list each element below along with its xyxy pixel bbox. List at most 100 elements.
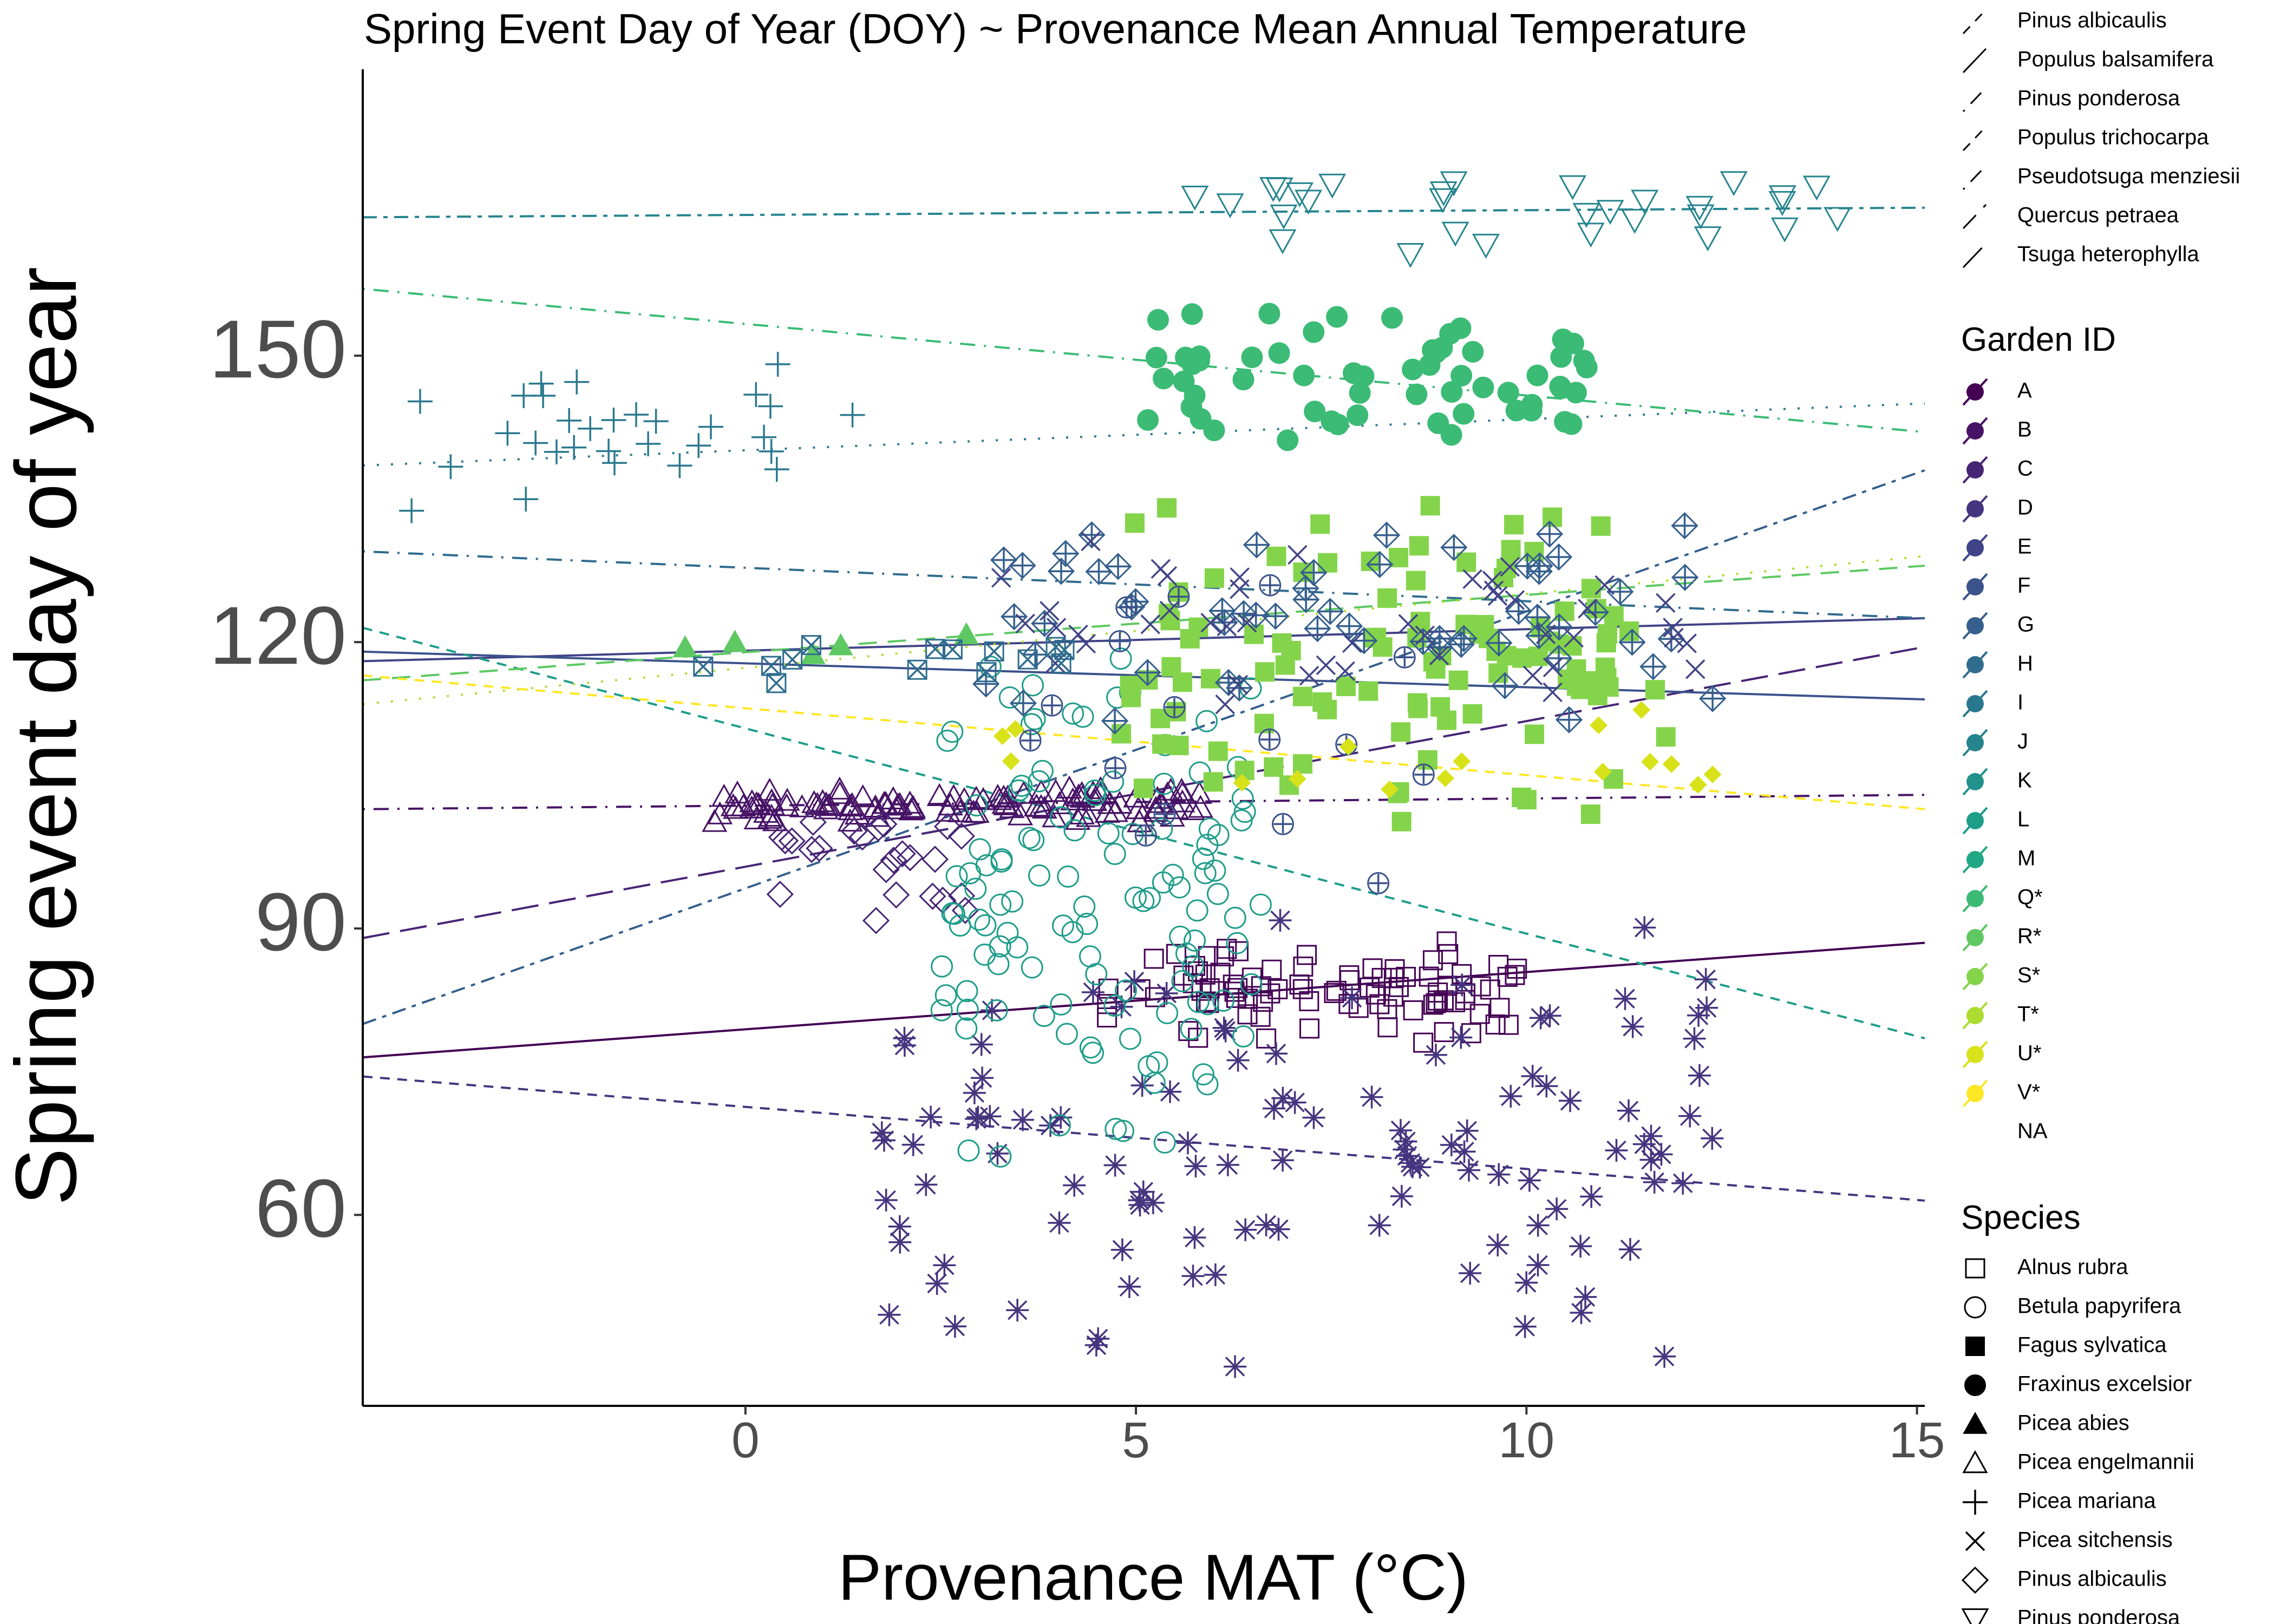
data-point: [1292, 754, 1312, 774]
data-point: [1596, 633, 1616, 653]
data-point: [998, 686, 1021, 709]
data-point: [1472, 233, 1500, 259]
data-point: [1233, 774, 1251, 792]
data-point: [1254, 1213, 1278, 1236]
data-point: [965, 794, 988, 817]
data-point: [828, 633, 853, 656]
data-point: [930, 999, 953, 1021]
data-point: [919, 1105, 943, 1129]
data-point: [643, 409, 669, 434]
data-point: [1521, 1065, 1544, 1088]
data-point: [1393, 1138, 1416, 1161]
data-point: [1683, 1027, 1706, 1050]
legend-species-label: Picea abies: [2017, 1411, 2129, 1435]
data-point: [1215, 694, 1235, 715]
data-point: [1526, 1214, 1550, 1237]
data-point: [1505, 965, 1525, 985]
data-point: [1203, 772, 1223, 792]
legend-linetype-key: [1962, 48, 1987, 74]
data-point: [1048, 1212, 1071, 1235]
data-point: [782, 649, 803, 670]
data-point: [722, 630, 747, 652]
data-point: [1148, 790, 1174, 813]
data-point: [1440, 1134, 1463, 1157]
data-point: [1081, 531, 1101, 552]
data-point: [1566, 676, 1586, 696]
data-point: [1391, 722, 1411, 742]
data-point: [1253, 992, 1273, 1012]
data-point: [1572, 202, 1600, 228]
data-point: [1586, 599, 1606, 619]
data-point: [1049, 806, 1072, 829]
data-point: [1317, 553, 1337, 573]
data-point: [1408, 698, 1428, 718]
data-point: [1526, 1253, 1550, 1276]
data-point: [1201, 669, 1221, 689]
data-point: [1580, 1185, 1603, 1208]
data-point: [1408, 1156, 1432, 1179]
data-point: [1595, 575, 1615, 595]
legend-species-key: [1963, 1490, 1988, 1515]
data-point: [969, 838, 991, 861]
data-point: [1399, 1151, 1422, 1175]
data-point: [601, 408, 626, 433]
data-point: [1118, 1275, 1141, 1298]
data-point: [1045, 637, 1066, 657]
data-point: [623, 402, 649, 427]
x-axis-label: Provenance MAT (°C): [838, 1541, 1468, 1614]
data-point: [759, 438, 784, 464]
data-point: [564, 369, 590, 395]
data-point: [743, 382, 769, 408]
legend-garden-dot: [1966, 461, 1984, 479]
data-point: [1580, 804, 1600, 824]
data-point: [1195, 710, 1218, 732]
x-axis-ticks: 0 5 10 15: [731, 1406, 1945, 1468]
data-point: [778, 827, 806, 855]
data-point: [1499, 1085, 1522, 1108]
legend-species-key: [1961, 1608, 1989, 1624]
data-point: [1062, 702, 1084, 725]
data-point: [1656, 593, 1676, 613]
data-point: [1283, 1091, 1306, 1114]
data-point: [1022, 829, 1045, 852]
data-point: [1535, 1075, 1558, 1098]
data-point: [513, 487, 539, 512]
trend-line-E: [362, 617, 1925, 663]
data-point: [1434, 1022, 1454, 1043]
data-point: [984, 641, 1004, 662]
data-point: [1426, 993, 1446, 1013]
data-point: [1123, 970, 1146, 993]
data-point: [1312, 692, 1332, 712]
data-point: [1224, 1355, 1247, 1378]
data-point: [1241, 346, 1263, 369]
data-point: [1316, 598, 1344, 625]
data-point: [1487, 586, 1508, 606]
data-point: [840, 402, 865, 428]
data-point: [933, 1254, 956, 1277]
data-point: [1368, 1214, 1391, 1237]
data-point: [1250, 1006, 1271, 1027]
data-point: [1566, 659, 1586, 679]
data-point: [1558, 175, 1587, 200]
data-point: [887, 792, 913, 815]
data-point: [1471, 976, 1491, 997]
data-point: [964, 878, 987, 900]
data-point: [1107, 790, 1133, 814]
data-point: [986, 787, 1012, 810]
data-point: [523, 430, 548, 456]
legend-linetype-label: Pseudotsuga menziesii: [2017, 165, 2240, 188]
data-point: [1512, 787, 1532, 807]
data-point: [1104, 553, 1132, 580]
data-point: [1206, 882, 1229, 905]
data-point: [968, 908, 990, 931]
data-point: [888, 1215, 911, 1238]
data-point: [1188, 1027, 1208, 1048]
data-point: [956, 998, 979, 1021]
data-point: [1084, 1333, 1108, 1357]
data-point: [1577, 222, 1605, 248]
y-tick-label: 60: [255, 1162, 347, 1254]
data-point: [1389, 1119, 1412, 1142]
data-point: [1049, 1106, 1073, 1129]
data-point: [941, 721, 964, 743]
